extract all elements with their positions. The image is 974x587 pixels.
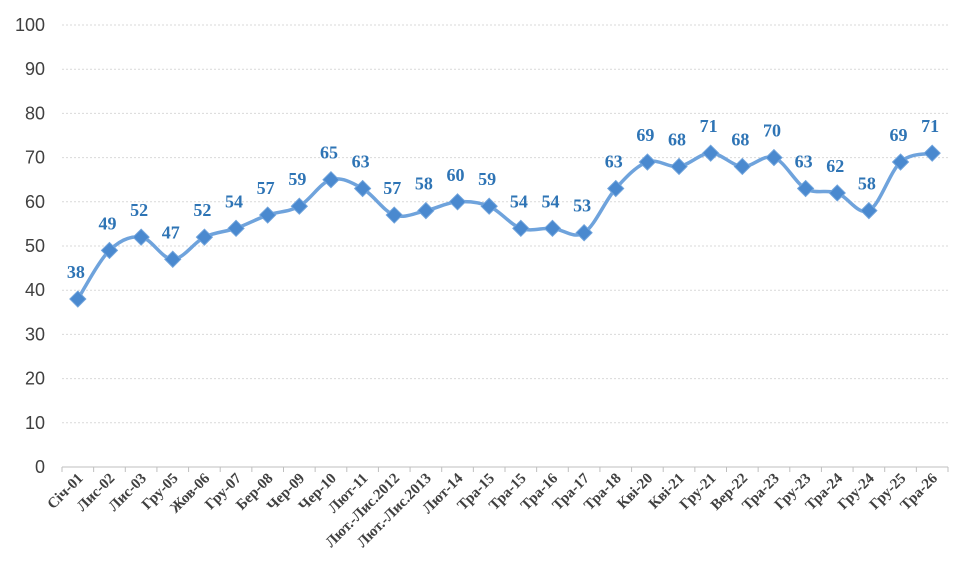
data-label: 52 — [130, 200, 148, 220]
y-tick-label: 100 — [15, 15, 45, 35]
data-point — [69, 290, 87, 308]
data-label: 71 — [700, 116, 718, 136]
data-point — [828, 184, 846, 202]
data-label: 57 — [383, 178, 401, 198]
data-label: 69 — [890, 125, 908, 145]
data-point — [100, 241, 119, 260]
x-axis: Січ-01Лис-02Лис-03Гру-05Жов-06Гру-07Бер-… — [45, 466, 949, 551]
data-label: 69 — [636, 125, 654, 145]
data-point — [227, 219, 245, 238]
data-point — [290, 197, 309, 215]
y-tick-label: 60 — [25, 192, 45, 212]
data-label: 54 — [510, 191, 528, 211]
data-point — [353, 179, 372, 198]
data-point — [891, 153, 910, 171]
y-tick-label: 20 — [25, 369, 45, 389]
data-point — [132, 228, 150, 246]
data-point — [796, 179, 815, 198]
data-label: 63 — [795, 152, 813, 172]
data-point — [164, 250, 182, 268]
data-point — [512, 219, 530, 238]
y-tick-label: 90 — [25, 59, 45, 79]
data-point — [765, 148, 783, 167]
data-label: 63 — [352, 152, 370, 172]
data-point — [923, 144, 941, 162]
data-label: 47 — [162, 222, 180, 242]
data-label: 59 — [288, 169, 306, 189]
data-point — [195, 228, 214, 246]
data-point — [860, 201, 878, 220]
data-labels: 38 49 52 47 52 54 57 59 65 63 57 58 60 59 54 54 53 63 69 68… — [67, 116, 939, 282]
data-label: 49 — [98, 213, 116, 233]
data-label: 71 — [921, 116, 939, 136]
data-label: 70 — [763, 121, 781, 141]
data-point — [638, 153, 657, 171]
data-label: 38 — [67, 262, 85, 282]
data-label: 65 — [320, 143, 338, 163]
data-label: 52 — [193, 200, 211, 220]
grid-lines — [62, 24, 948, 424]
data-label: 63 — [605, 152, 623, 172]
data-point — [385, 206, 403, 224]
series-line — [76, 151, 933, 300]
y-tick-label: 40 — [25, 280, 45, 300]
data-label: 68 — [668, 129, 686, 149]
y-tick-label: 80 — [25, 103, 45, 123]
data-point — [701, 144, 720, 162]
y-tick-label: 70 — [25, 148, 45, 168]
y-tick-label: 0 — [35, 457, 45, 477]
data-point — [417, 201, 435, 220]
data-point — [543, 219, 562, 238]
y-tick-label: 30 — [25, 324, 45, 344]
data-point — [607, 179, 625, 198]
data-point — [448, 193, 467, 211]
y-axis: 0 10 20 30 40 50 60 70 80 90 100 — [15, 15, 45, 477]
data-point — [575, 224, 593, 242]
y-tick-label: 10 — [25, 413, 45, 433]
data-point — [322, 170, 340, 189]
series — [69, 144, 941, 308]
data-point — [670, 157, 688, 176]
data-label: 58 — [415, 174, 433, 194]
data-label: 60 — [447, 165, 465, 185]
data-label: 57 — [257, 178, 275, 198]
data-label: 68 — [731, 129, 749, 149]
data-point — [480, 197, 498, 215]
data-point — [733, 157, 752, 176]
data-label: 59 — [478, 169, 496, 189]
data-label: 54 — [225, 191, 243, 211]
y-tick-label: 50 — [25, 236, 45, 256]
data-label: 54 — [541, 191, 559, 211]
data-point — [258, 206, 277, 224]
data-label: 62 — [826, 156, 844, 176]
data-label: 58 — [858, 174, 876, 194]
data-label: 53 — [573, 196, 591, 216]
